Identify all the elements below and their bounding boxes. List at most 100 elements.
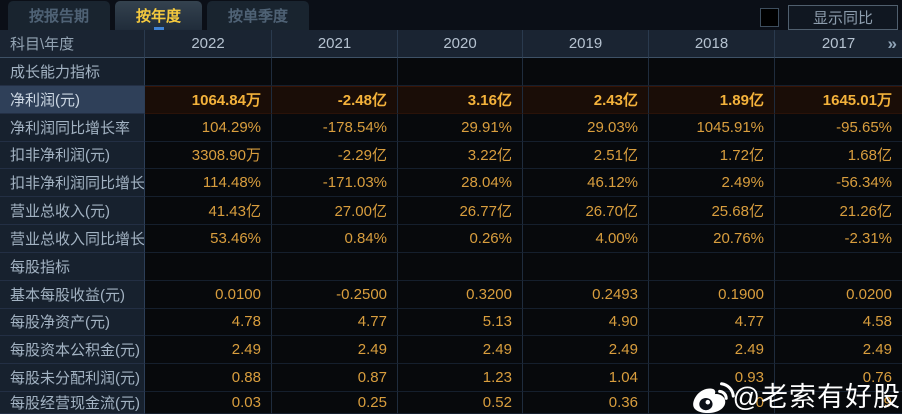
show-yoy-control: 显示同比 bbox=[760, 5, 898, 30]
section-row-label: 成长能力指标 bbox=[0, 58, 145, 86]
column-header-year: 2022 bbox=[145, 30, 272, 58]
value-cell[interactable]: 0.87 bbox=[272, 364, 398, 392]
row-label[interactable]: 每股未分配利润(元) bbox=[0, 364, 145, 392]
value-cell[interactable]: 0.76 bbox=[775, 364, 902, 392]
more-columns-icon[interactable]: » bbox=[887, 33, 897, 53]
value-cell[interactable]: 0.36 bbox=[523, 392, 649, 414]
value-cell[interactable]: -0.2500 bbox=[272, 280, 398, 309]
column-header-year: 2018 bbox=[649, 30, 775, 58]
value-cell[interactable]: 2.49 bbox=[398, 336, 523, 365]
value-cell[interactable]: 53.46% bbox=[145, 225, 272, 253]
row-label[interactable]: 营业总收入(元) bbox=[0, 197, 145, 225]
value-cell[interactable]: 2.49 bbox=[649, 336, 775, 365]
value-cell[interactable]: 25.68亿 bbox=[649, 197, 775, 225]
value-cell[interactable]: 2.43亿 bbox=[523, 85, 649, 114]
value-cell[interactable]: 0.3200 bbox=[398, 280, 523, 309]
row-label[interactable]: 每股净资产(元) bbox=[0, 308, 145, 337]
section-empty-cell bbox=[775, 252, 902, 281]
show-yoy-checkbox[interactable] bbox=[760, 8, 779, 27]
section-empty-cell bbox=[398, 58, 523, 86]
row-label[interactable]: 净利润(元) bbox=[0, 85, 145, 114]
value-cell[interactable]: 28.04% bbox=[398, 169, 523, 198]
value-cell[interactable]: 1.68亿 bbox=[775, 141, 902, 170]
value-cell[interactable]: -2.29亿 bbox=[272, 141, 398, 170]
value-cell[interactable]: 0.03 bbox=[145, 392, 272, 414]
show-yoy-label[interactable]: 显示同比 bbox=[788, 5, 898, 30]
value-cell[interactable]: 20.76% bbox=[649, 225, 775, 253]
value-cell[interactable]: -95.65% bbox=[775, 113, 902, 142]
value-cell[interactable]: 3308.90万 bbox=[145, 141, 272, 170]
value-cell[interactable]: 2.49 bbox=[775, 336, 902, 365]
section-empty-cell bbox=[523, 58, 649, 86]
value-cell[interactable]: 3.22亿 bbox=[398, 141, 523, 170]
value-cell[interactable]: 2.51亿 bbox=[523, 141, 649, 170]
value-cell[interactable]: 114.48% bbox=[145, 169, 272, 198]
watermark: @老索有好股 bbox=[690, 380, 901, 414]
value-cell[interactable]: -178.54% bbox=[272, 113, 398, 142]
value-cell[interactable]: 27.00亿 bbox=[272, 197, 398, 225]
value-cell[interactable]: 0.84% bbox=[272, 225, 398, 253]
row-label[interactable]: 每股经营现金流(元) bbox=[0, 392, 145, 414]
value-cell[interactable]: 0.88 bbox=[145, 364, 272, 392]
value-cell[interactable]: 4.58 bbox=[775, 308, 902, 337]
section-empty-cell bbox=[649, 58, 775, 86]
value-cell[interactable]: 0.0200 bbox=[775, 280, 902, 309]
value-cell[interactable]: 4.78 bbox=[145, 308, 272, 337]
section-empty-cell bbox=[523, 252, 649, 281]
value-cell[interactable]: 46.12% bbox=[523, 169, 649, 198]
section-empty-cell bbox=[775, 58, 902, 86]
section-empty-cell bbox=[145, 252, 272, 281]
table-corner-header: 科目\年度 bbox=[0, 30, 145, 58]
value-cell[interactable]: 0.26% bbox=[398, 225, 523, 253]
value-cell[interactable]: 1045.91% bbox=[649, 113, 775, 142]
value-cell[interactable]: 29.03% bbox=[523, 113, 649, 142]
value-cell[interactable]: 2.49 bbox=[272, 336, 398, 365]
row-label[interactable]: 营业总收入同比增长率 bbox=[0, 225, 145, 253]
value-cell[interactable]: 4.00% bbox=[523, 225, 649, 253]
value-cell[interactable]: 1.89亿 bbox=[649, 85, 775, 114]
value-cell[interactable]: 2.49 bbox=[523, 336, 649, 365]
value-cell[interactable]: 4.77 bbox=[272, 308, 398, 337]
column-header-year: 2021 bbox=[272, 30, 398, 58]
value-cell[interactable]: 1.04 bbox=[523, 364, 649, 392]
value-cell[interactable]: -2.48亿 bbox=[272, 85, 398, 114]
value-cell[interactable]: 26.77亿 bbox=[398, 197, 523, 225]
value-cell[interactable]: 0.1900 bbox=[649, 280, 775, 309]
value-cell[interactable]: 29.91% bbox=[398, 113, 523, 142]
value-cell[interactable]: 1.72亿 bbox=[649, 141, 775, 170]
row-label[interactable]: 扣非净利润同比增长率 bbox=[0, 169, 145, 198]
value-cell[interactable]: 104.29% bbox=[145, 113, 272, 142]
value-cell[interactable]: 41.43亿 bbox=[145, 197, 272, 225]
value-cell[interactable]: 1.23 bbox=[398, 364, 523, 392]
value-cell[interactable]: 0.52 bbox=[398, 392, 523, 414]
column-header-year: 2017» bbox=[775, 30, 902, 58]
value-cell[interactable]: 26.70亿 bbox=[523, 197, 649, 225]
value-cell[interactable]: 2.49 bbox=[145, 336, 272, 365]
value-cell[interactable]: 21.26亿 bbox=[775, 197, 902, 225]
value-cell[interactable]: 4.77 bbox=[649, 308, 775, 337]
value-cell[interactable]: -2.31% bbox=[775, 225, 902, 253]
value-cell[interactable]: 3.16亿 bbox=[398, 85, 523, 114]
value-cell[interactable]: 0.0100 bbox=[145, 280, 272, 309]
column-header-year: 2020 bbox=[398, 30, 523, 58]
value-cell[interactable]: 1064.84万 bbox=[145, 85, 272, 114]
financial-table: 科目\年度 2022 2021 2020 2019 2018 2017» 成长能力指标 净利润(… bbox=[0, 30, 902, 414]
section-empty-cell bbox=[272, 252, 398, 281]
tab-按年度[interactable]: 按年度 bbox=[115, 1, 203, 30]
row-label[interactable]: 扣非净利润(元) bbox=[0, 141, 145, 170]
section-empty-cell bbox=[398, 252, 523, 281]
row-label[interactable]: 净利润同比增长率 bbox=[0, 113, 145, 142]
value-cell[interactable]: 2.49% bbox=[649, 169, 775, 198]
value-cell[interactable]: 1645.01万 bbox=[775, 85, 902, 114]
tab-按报告期[interactable]: 按报告期 bbox=[8, 1, 111, 30]
section-empty-cell bbox=[145, 58, 272, 86]
value-cell[interactable]: 0.2493 bbox=[523, 280, 649, 309]
value-cell[interactable]: 4.90 bbox=[523, 308, 649, 337]
value-cell[interactable]: 5.13 bbox=[398, 308, 523, 337]
value-cell[interactable]: 0.25 bbox=[272, 392, 398, 414]
tab-按单季度[interactable]: 按单季度 bbox=[207, 1, 310, 30]
value-cell[interactable]: -56.34% bbox=[775, 169, 902, 198]
row-label[interactable]: 每股资本公积金(元) bbox=[0, 336, 145, 365]
value-cell[interactable]: -171.03% bbox=[272, 169, 398, 198]
row-label[interactable]: 基本每股收益(元) bbox=[0, 280, 145, 309]
